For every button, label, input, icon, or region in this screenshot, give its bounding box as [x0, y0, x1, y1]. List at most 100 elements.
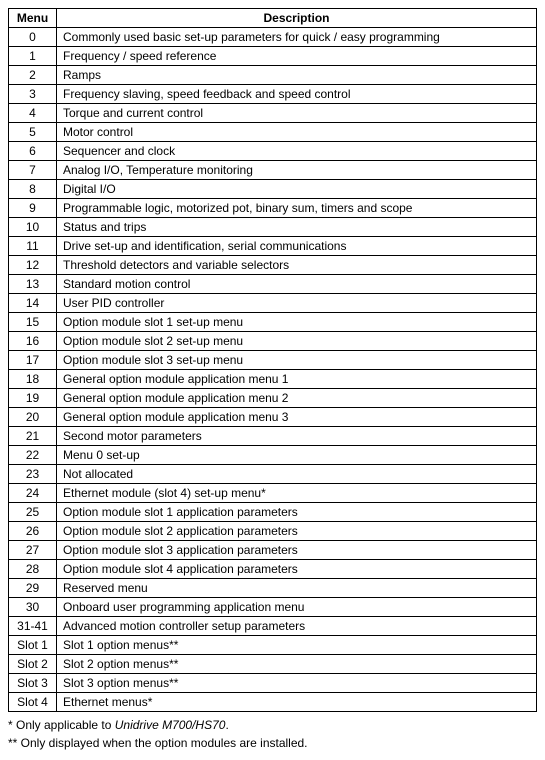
description-cell: General option module application menu 3 — [57, 408, 537, 427]
table-row: 15Option module slot 1 set-up menu — [9, 313, 537, 332]
table-row: 1Frequency / speed reference — [9, 47, 537, 66]
description-cell: Threshold detectors and variable selecto… — [57, 256, 537, 275]
table-row: 6Sequencer and clock — [9, 142, 537, 161]
table-row: Slot 1Slot 1 option menus** — [9, 636, 537, 655]
description-cell: Option module slot 3 application paramet… — [57, 541, 537, 560]
description-cell: Reserved menu — [57, 579, 537, 598]
description-cell: Ethernet module (slot 4) set-up menu* — [57, 484, 537, 503]
description-cell: Second motor parameters — [57, 427, 537, 446]
menu-cell: Slot 1 — [9, 636, 57, 655]
menu-cell: 6 — [9, 142, 57, 161]
table-row: 26Option module slot 2 application param… — [9, 522, 537, 541]
table-row: 24Ethernet module (slot 4) set-up menu* — [9, 484, 537, 503]
table-row: 17Option module slot 3 set-up menu — [9, 351, 537, 370]
description-cell: Slot 1 option menus** — [57, 636, 537, 655]
table-row: 22Menu 0 set-up — [9, 446, 537, 465]
table-row: 3Frequency slaving, speed feedback and s… — [9, 85, 537, 104]
table-row: 13Standard motion control — [9, 275, 537, 294]
description-cell: User PID controller — [57, 294, 537, 313]
menu-cell: 24 — [9, 484, 57, 503]
menu-descriptions-table: Menu Description 0Commonly used basic se… — [8, 8, 537, 712]
table-row: 14User PID controller — [9, 294, 537, 313]
footnotes: * Only applicable to Unidrive M700/HS70.… — [8, 716, 537, 752]
table-row: 2Ramps — [9, 66, 537, 85]
menu-cell: 22 — [9, 446, 57, 465]
description-cell: Programmable logic, motorized pot, binar… — [57, 199, 537, 218]
description-cell: General option module application menu 1 — [57, 370, 537, 389]
header-menu: Menu — [9, 9, 57, 28]
menu-cell: 8 — [9, 180, 57, 199]
menu-cell: Slot 3 — [9, 674, 57, 693]
table-row: 4Torque and current control — [9, 104, 537, 123]
description-cell: Motor control — [57, 123, 537, 142]
description-cell: Commonly used basic set-up parameters fo… — [57, 28, 537, 47]
description-cell: Analog I/O, Temperature monitoring — [57, 161, 537, 180]
table-row: Slot 4Ethernet menus* — [9, 693, 537, 712]
table-row: 20General option module application menu… — [9, 408, 537, 427]
menu-cell: 29 — [9, 579, 57, 598]
description-cell: Option module slot 4 application paramet… — [57, 560, 537, 579]
menu-cell: 1 — [9, 47, 57, 66]
description-cell: Onboard user programming application men… — [57, 598, 537, 617]
table-row: 18General option module application menu… — [9, 370, 537, 389]
table-row: 27Option module slot 3 application param… — [9, 541, 537, 560]
table-row: Slot 2Slot 2 option menus** — [9, 655, 537, 674]
menu-cell: 14 — [9, 294, 57, 313]
table-row: 28Option module slot 4 application param… — [9, 560, 537, 579]
menu-cell: 18 — [9, 370, 57, 389]
menu-cell: 5 — [9, 123, 57, 142]
menu-cell: 17 — [9, 351, 57, 370]
menu-cell: 28 — [9, 560, 57, 579]
table-row: 8Digital I/O — [9, 180, 537, 199]
table-row: 23Not allocated — [9, 465, 537, 484]
table-row: 25Option module slot 1 application param… — [9, 503, 537, 522]
menu-cell: 11 — [9, 237, 57, 256]
menu-cell: 25 — [9, 503, 57, 522]
menu-cell: 9 — [9, 199, 57, 218]
table-row: 21Second motor parameters — [9, 427, 537, 446]
description-cell: Advanced motion controller setup paramet… — [57, 617, 537, 636]
menu-cell: 19 — [9, 389, 57, 408]
menu-cell: 20 — [9, 408, 57, 427]
menu-cell: 26 — [9, 522, 57, 541]
description-cell: Slot 2 option menus** — [57, 655, 537, 674]
description-cell: Ethernet menus* — [57, 693, 537, 712]
table-row: 0Commonly used basic set-up parameters f… — [9, 28, 537, 47]
menu-cell: Slot 4 — [9, 693, 57, 712]
description-cell: Digital I/O — [57, 180, 537, 199]
description-cell: Status and trips — [57, 218, 537, 237]
description-cell: Frequency / speed reference — [57, 47, 537, 66]
description-cell: Not allocated — [57, 465, 537, 484]
menu-cell: 27 — [9, 541, 57, 560]
table-row: 16Option module slot 2 set-up menu — [9, 332, 537, 351]
description-cell: Slot 3 option menus** — [57, 674, 537, 693]
menu-cell: 4 — [9, 104, 57, 123]
table-row: 5Motor control — [9, 123, 537, 142]
table-row: 9Programmable logic, motorized pot, bina… — [9, 199, 537, 218]
description-cell: Option module slot 3 set-up menu — [57, 351, 537, 370]
table-row: 19General option module application menu… — [9, 389, 537, 408]
menu-cell: 0 — [9, 28, 57, 47]
description-cell: General option module application menu 2 — [57, 389, 537, 408]
table-row: 10Status and trips — [9, 218, 537, 237]
header-description: Description — [57, 9, 537, 28]
description-cell: Frequency slaving, speed feedback and sp… — [57, 85, 537, 104]
menu-cell: Slot 2 — [9, 655, 57, 674]
description-cell: Ramps — [57, 66, 537, 85]
table-row: 12Threshold detectors and variable selec… — [9, 256, 537, 275]
description-cell: Drive set-up and identification, serial … — [57, 237, 537, 256]
menu-cell: 3 — [9, 85, 57, 104]
menu-cell: 30 — [9, 598, 57, 617]
description-cell: Option module slot 1 application paramet… — [57, 503, 537, 522]
table-row: 7Analog I/O, Temperature monitoring — [9, 161, 537, 180]
description-cell: Torque and current control — [57, 104, 537, 123]
menu-cell: 2 — [9, 66, 57, 85]
description-cell: Option module slot 2 application paramet… — [57, 522, 537, 541]
description-cell: Standard motion control — [57, 275, 537, 294]
table-row: 11Drive set-up and identification, seria… — [9, 237, 537, 256]
table-row: Slot 3Slot 3 option menus** — [9, 674, 537, 693]
menu-cell: 7 — [9, 161, 57, 180]
description-cell: Option module slot 2 set-up menu — [57, 332, 537, 351]
description-cell: Option module slot 1 set-up menu — [57, 313, 537, 332]
footnote-asterisk: * Only applicable to Unidrive M700/HS70. — [8, 716, 537, 734]
